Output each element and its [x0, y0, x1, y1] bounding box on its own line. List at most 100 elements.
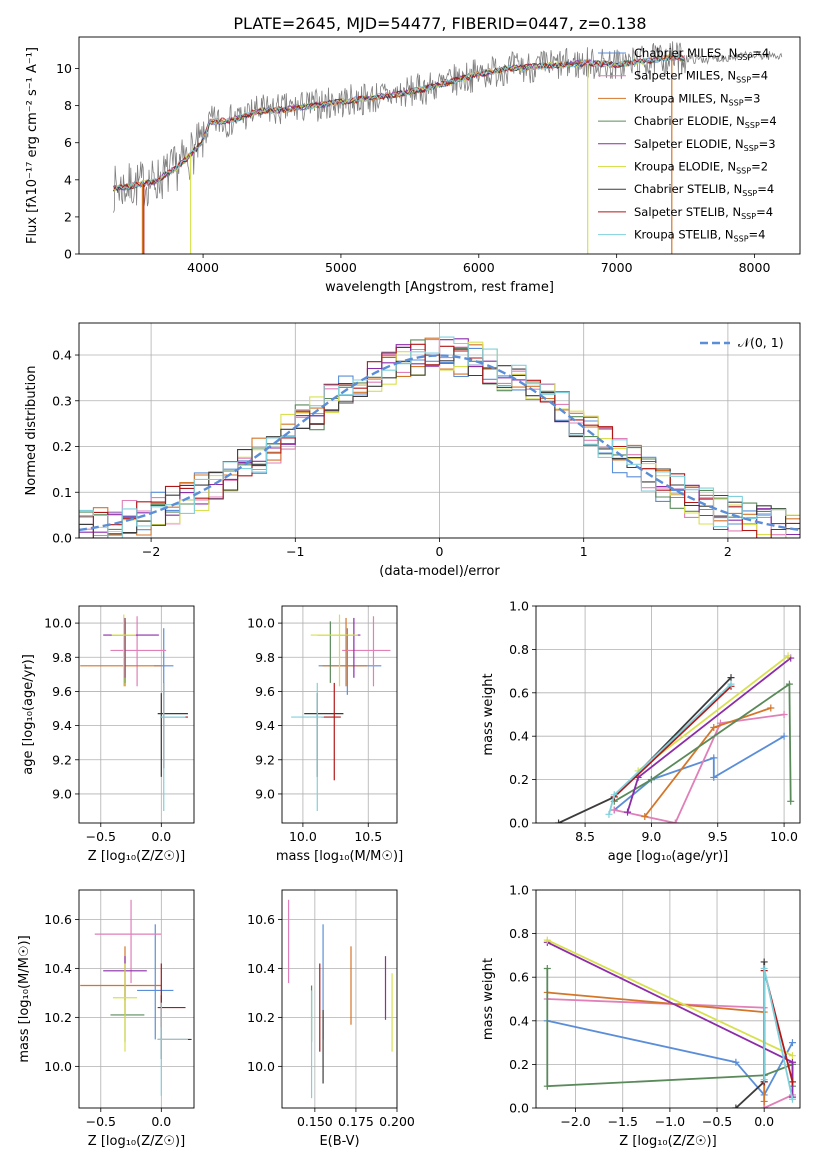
mass-vs-EBV-plot-area — [282, 890, 397, 1108]
y-tick-label: 0.0 — [52, 531, 72, 546]
y-axis-label: Flux [fλ10⁻¹⁷ erg cm⁻² s⁻¹ A⁻¹] — [25, 47, 40, 244]
x-tick-label: −1.0 — [655, 1114, 685, 1129]
x-tick-label: −0.5 — [86, 829, 116, 844]
x-tick-label: 5000 — [325, 260, 357, 275]
y-tick-label: 0.8 — [509, 642, 529, 657]
mass-weight-marker — [543, 1082, 551, 1090]
y-tick-label: 9.4 — [255, 718, 275, 733]
model-spectrum-line — [113, 53, 686, 191]
age-vs-mass-plot-area — [282, 606, 397, 823]
y-tick-label: 6 — [64, 135, 72, 150]
x-tick-label: 1 — [580, 544, 588, 559]
mass-weight-marker — [543, 964, 551, 972]
y-axis-label: mass [log₁₀(M/M☉)] — [17, 935, 32, 1062]
y-tick-label: 10.0 — [44, 1059, 72, 1074]
spectrum-legend: Chabrier MILES, NSSP=4 Salpeter MILES, NS… — [598, 46, 777, 244]
mass-weight-marker — [767, 704, 775, 712]
mass-weight-vs-age-plot-area — [536, 606, 800, 823]
x-tick-label: 4000 — [187, 260, 219, 275]
mass-weight-marker — [555, 819, 563, 823]
mass-weight-line — [547, 1019, 794, 1097]
mass-weight-marker — [760, 1076, 768, 1084]
x-axis-label: E(B-V) — [319, 1134, 359, 1149]
y-tick-label: 2 — [64, 209, 72, 224]
mass-weight-marker — [610, 791, 618, 799]
mass-weight-marker — [788, 1058, 796, 1066]
x-tick-label: −2.0 — [560, 1114, 590, 1129]
y-tick-label: 0.6 — [509, 970, 529, 985]
axes-frame — [78, 889, 195, 1109]
x-tick-label: 0.0 — [754, 1114, 774, 1129]
mass-weight-marker — [727, 680, 735, 688]
mass-weight-line — [613, 685, 732, 798]
y-tick-label: 10.0 — [44, 616, 72, 631]
mass-weight-marker — [624, 808, 632, 816]
legend-label: Chabrier ELODIE, NSSP=4 — [634, 114, 777, 130]
axes-frame — [78, 322, 801, 539]
x-tick-label: 0.175 — [338, 1114, 374, 1129]
y-tick-label: 0.8 — [509, 926, 529, 941]
mass-weight-marker — [710, 724, 718, 732]
x-tick-label: 0.150 — [297, 1114, 333, 1129]
x-axis-label: Z [log₁₀(Z/Z☉)] — [88, 849, 185, 864]
y-tick-label: 0.3 — [52, 393, 72, 408]
y-tick-label: 0.6 — [509, 685, 529, 700]
mass-weight-vs-Z-axes: −2.0 −1.5 −1.0 −0.5 0.0 0.0 0.2 0.4 0.6 0.8 1.0 Z [… — [481, 883, 801, 1149]
axes-frame — [281, 605, 398, 824]
legend-label: Kroupa STELIB, NSSP=4 — [634, 228, 765, 244]
y-tick-label: 1.0 — [509, 883, 529, 898]
mass-weight-line — [546, 939, 793, 1057]
y-tick-label: 9.6 — [255, 684, 275, 699]
mass-weight-marker — [785, 680, 793, 688]
mass-weight-marker — [605, 810, 613, 818]
axes-frame — [78, 36, 801, 255]
mass-weight-marker — [732, 1058, 740, 1066]
histogram-series-step — [79, 343, 800, 538]
mass-vs-Z-plot-area — [79, 890, 194, 1108]
mass-weight-marker — [788, 1039, 796, 1047]
y-tick-label: 0.1 — [52, 485, 72, 500]
legend-label: Kroupa MILES, NSSP=3 — [634, 91, 760, 107]
x-tick-label: 0.200 — [379, 1114, 415, 1129]
mass-weight-marker — [710, 773, 718, 781]
x-tick-label: 0.0 — [151, 829, 171, 844]
y-tick-label: 0.4 — [52, 348, 72, 363]
x-tick-label: 8.5 — [575, 829, 595, 844]
age-vs-Z-axes: −0.5 0.0 9.0 9.2 9.4 9.6 9.8 10.0 Z [log₁₀(Z/Z☉)… — [21, 605, 195, 864]
mass-weight-marker — [788, 1052, 796, 1060]
y-tick-label: 0.2 — [509, 772, 529, 787]
axes-frame — [535, 889, 801, 1109]
y-axis-label: age [log₁₀(age/yr)] — [21, 654, 36, 775]
y-tick-label: 0.2 — [52, 439, 72, 454]
y-tick-label: 9.4 — [52, 718, 72, 733]
y-tick-label: 10.0 — [247, 616, 275, 631]
y-tick-label: 9.6 — [52, 684, 72, 699]
y-tick-label: 0.0 — [509, 816, 529, 831]
figure-title: PLATE=2645, MJD=54477, FIBERID=0447, z=0… — [233, 14, 646, 33]
y-axis-label: mass weight — [481, 958, 496, 1040]
x-tick-label: 7000 — [601, 260, 633, 275]
x-axis-label: mass [log₁₀(M/M☉)] — [276, 849, 403, 864]
spectrum-plot-area — [113, 41, 783, 254]
age-vs-Z-plot-area — [79, 606, 194, 823]
mass-weight-marker — [760, 1104, 768, 1108]
y-tick-label: 10.6 — [247, 912, 275, 927]
x-axis-label: wavelength [Angstrom, rest frame] — [325, 280, 554, 295]
mass-weight-line — [613, 682, 792, 803]
x-tick-label: −2 — [142, 544, 160, 559]
legend-label: Salpeter STELIB, NSSP=4 — [634, 205, 773, 221]
x-tick-label: 8000 — [739, 260, 771, 275]
x-tick-label: 10.0 — [289, 829, 317, 844]
y-tick-label: 0.4 — [509, 729, 529, 744]
y-tick-label: 1.0 — [509, 599, 529, 614]
x-tick-label: 9.5 — [708, 829, 728, 844]
y-tick-label: 10.2 — [44, 1010, 72, 1025]
x-tick-label: 10.0 — [770, 829, 798, 844]
mass-weight-marker — [787, 797, 795, 805]
mass-vs-Z-axes: −0.5 0.0 10.0 10.2 10.4 10.6 Z [log₁₀(Z/Z☉)] ma… — [17, 889, 195, 1149]
y-tick-label: 10.4 — [247, 961, 275, 976]
x-axis-label: (data-model)/error — [379, 564, 500, 579]
x-tick-label: −1.5 — [608, 1114, 638, 1129]
y-tick-label: 10 — [56, 61, 72, 76]
